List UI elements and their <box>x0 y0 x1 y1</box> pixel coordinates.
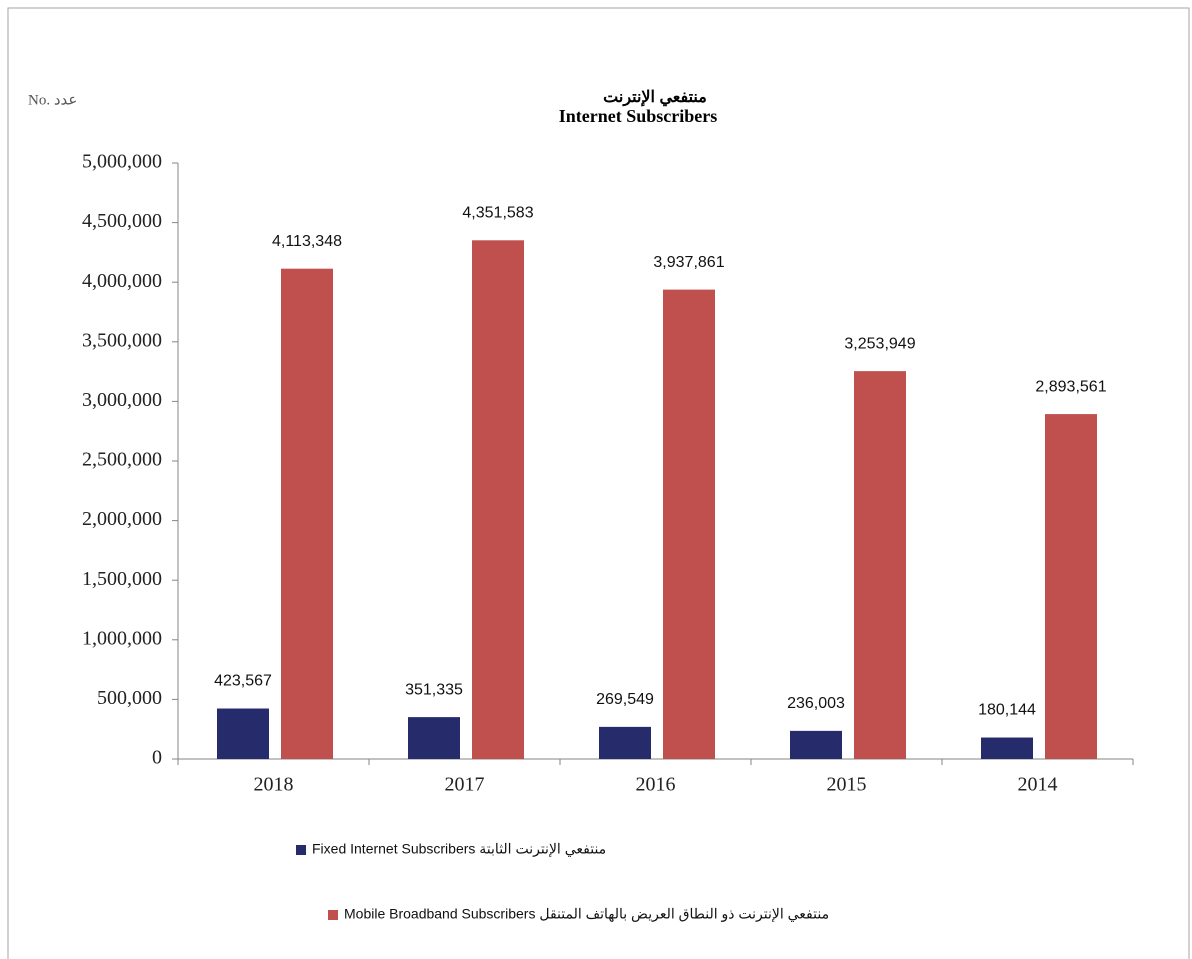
data-label: 3,937,861 <box>653 254 724 271</box>
data-label: 423,567 <box>214 673 272 690</box>
y-tick-label: 1,000,000 <box>82 627 162 649</box>
bar <box>790 730 842 759</box>
data-label: 269,549 <box>596 691 654 708</box>
x-tick-label: 2018 <box>254 774 294 796</box>
y-tick-label: 4,000,000 <box>82 270 162 292</box>
legend-swatch <box>296 845 306 855</box>
y-tick-label: 1,500,000 <box>82 568 162 590</box>
y-tick-label: 4,500,000 <box>82 210 162 232</box>
y-tick-label: 2,500,000 <box>82 449 162 471</box>
y-tick-label: 5,000,000 <box>82 151 162 173</box>
x-tick-label: 2017 <box>445 774 485 796</box>
data-label: 3,253,949 <box>844 335 915 352</box>
bar <box>663 289 715 759</box>
data-label: 4,351,583 <box>462 205 533 222</box>
bar <box>981 737 1033 759</box>
bar <box>281 268 333 759</box>
bar <box>472 240 524 759</box>
data-label: 180,144 <box>978 702 1036 719</box>
legend-label: Fixed Internet Subscribers منتفعي الإنتر… <box>312 841 606 858</box>
bar <box>408 717 460 759</box>
bar <box>854 371 906 759</box>
y-tick-label: 2,000,000 <box>82 508 162 530</box>
data-label: 236,003 <box>787 695 845 712</box>
unit-label: No. عدد <box>28 92 77 108</box>
legend-swatch <box>328 910 338 920</box>
chart-border <box>7 7 1190 959</box>
bar <box>1045 414 1097 759</box>
data-label: 4,113,348 <box>272 233 342 250</box>
y-tick-label: 3,500,000 <box>82 329 162 351</box>
data-label: 351,335 <box>405 681 463 698</box>
y-tick-label: 500,000 <box>97 687 162 709</box>
bar <box>217 708 269 759</box>
chart-title: منتفعي الإنترنت <box>603 89 707 107</box>
legend-label: Mobile Broadband Subscribers منتفعي الإن… <box>344 906 829 923</box>
data-label: 2,893,561 <box>1035 378 1106 395</box>
x-tick-label: 2016 <box>636 774 676 796</box>
x-tick-label: 2015 <box>827 774 867 796</box>
x-tick-label: 2014 <box>1018 774 1058 796</box>
chart-subtitle: Internet Subscribers <box>559 106 718 126</box>
y-tick-label: 3,000,000 <box>82 389 162 411</box>
y-tick-label: 0 <box>152 747 162 769</box>
bar <box>599 726 651 759</box>
